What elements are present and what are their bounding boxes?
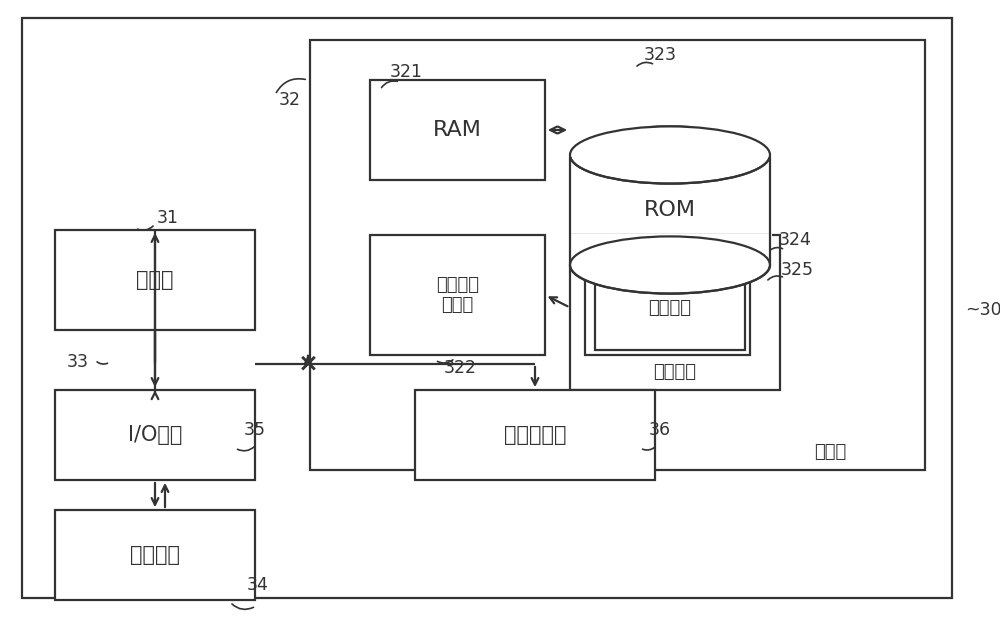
Bar [310, 40, 925, 470]
Text: 322: 322 [444, 359, 477, 377]
Text: 321: 321 [390, 63, 422, 81]
Ellipse shape [570, 126, 770, 184]
Text: 36: 36 [649, 421, 671, 439]
Text: ROM: ROM [644, 200, 696, 220]
Text: 34: 34 [247, 576, 269, 594]
Text: ~30: ~30 [965, 301, 1000, 319]
Text: I/O接口: I/O接口 [128, 425, 182, 445]
Text: 33: 33 [67, 353, 89, 371]
Bar [568, 126, 772, 157]
Text: RAM: RAM [433, 120, 482, 140]
Text: 35: 35 [244, 421, 266, 439]
Text: 网络适配器: 网络适配器 [504, 425, 566, 445]
Bar [370, 235, 545, 355]
Bar [370, 80, 545, 180]
Text: 高速缓存
存储器: 高速缓存 存储器 [436, 276, 479, 314]
Bar [568, 235, 772, 265]
Text: 31: 31 [157, 209, 179, 227]
Bar [55, 390, 255, 480]
Bar [585, 255, 750, 355]
Text: 存储器: 存储器 [814, 443, 846, 461]
Text: ×: × [298, 352, 318, 376]
Text: 324: 324 [779, 231, 811, 249]
Text: 32: 32 [279, 91, 301, 109]
Text: 程序模块: 程序模块 [648, 299, 692, 316]
Ellipse shape [570, 236, 770, 294]
Text: 程序工具: 程序工具 [654, 363, 696, 381]
Text: 323: 323 [644, 46, 676, 64]
Text: 外部设备: 外部设备 [130, 545, 180, 565]
Bar [55, 230, 255, 330]
Text: 325: 325 [780, 261, 814, 279]
Bar [570, 235, 780, 390]
Bar [55, 510, 255, 600]
Bar [415, 390, 655, 480]
Text: 处理器: 处理器 [136, 270, 174, 290]
Bar [595, 265, 745, 350]
